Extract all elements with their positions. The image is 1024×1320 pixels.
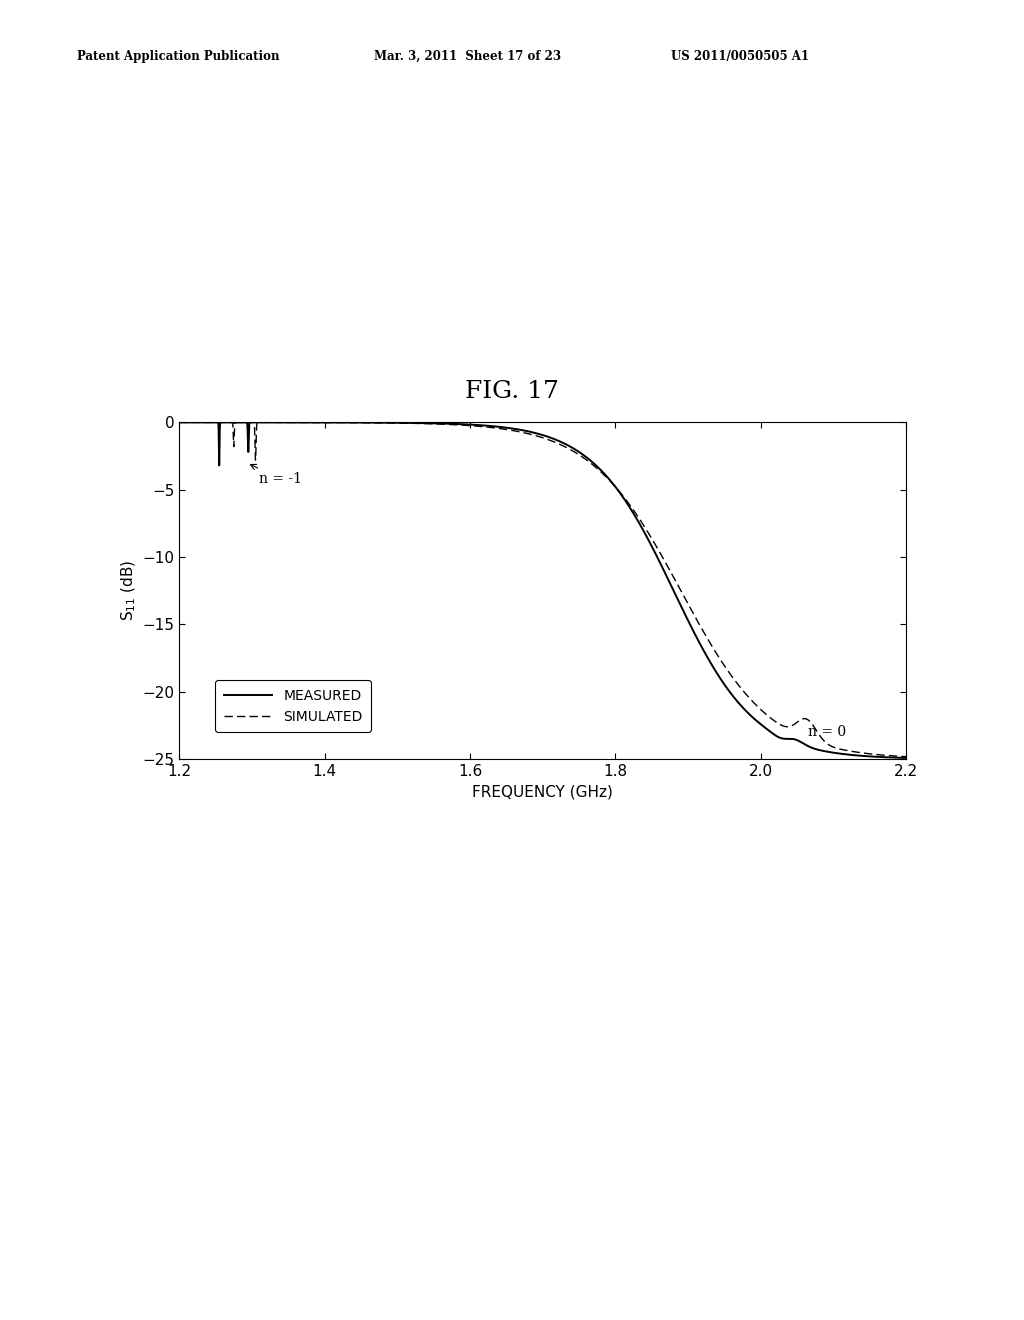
- Text: Patent Application Publication: Patent Application Publication: [77, 50, 280, 63]
- SIMULATED: [305, 414, 317, 430]
- Text: n = -1: n = -1: [251, 465, 302, 486]
- SIMULATED: [771, 714, 783, 730]
- X-axis label: FREQUENCY (GHz): FREQUENCY (GHz): [472, 784, 613, 800]
- MEASURED: [716, 673, 728, 689]
- SIMULATED: [609, 479, 622, 495]
- MEASURED: [173, 414, 185, 430]
- MEASURED: [305, 414, 317, 430]
- Line: MEASURED: MEASURED: [179, 422, 906, 758]
- Text: FIG. 17: FIG. 17: [465, 380, 559, 403]
- Text: Mar. 3, 2011  Sheet 17 of 23: Mar. 3, 2011 Sheet 17 of 23: [374, 50, 561, 63]
- MEASURED: [451, 416, 463, 432]
- SIMULATED: [451, 417, 463, 433]
- MEASURED: [646, 539, 658, 554]
- MEASURED: [771, 729, 783, 744]
- Y-axis label: S$_{11}$ (dB): S$_{11}$ (dB): [120, 560, 138, 622]
- SIMULATED: [173, 414, 185, 430]
- Text: n = 0: n = 0: [808, 726, 846, 739]
- SIMULATED: [646, 531, 658, 546]
- MEASURED: [900, 750, 912, 766]
- Line: SIMULATED: SIMULATED: [179, 422, 906, 756]
- SIMULATED: [716, 653, 728, 669]
- Legend: MEASURED, SIMULATED: MEASURED, SIMULATED: [215, 680, 371, 731]
- MEASURED: [609, 479, 622, 495]
- Text: US 2011/0050505 A1: US 2011/0050505 A1: [671, 50, 809, 63]
- SIMULATED: [900, 748, 912, 764]
